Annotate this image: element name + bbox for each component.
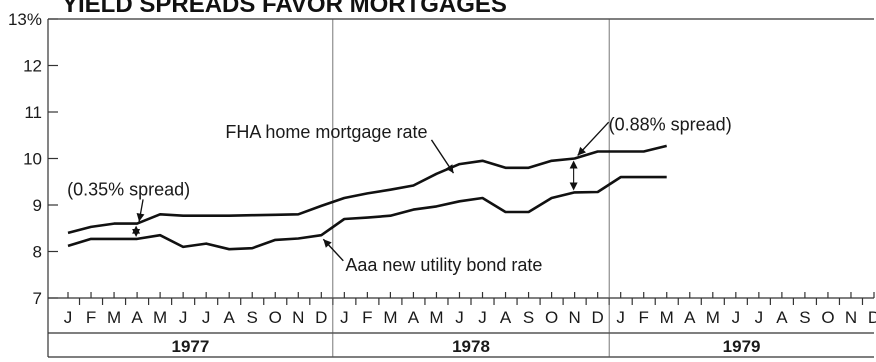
y-tick-label: 13% (8, 10, 42, 29)
month-label: S (247, 308, 258, 327)
month-label: J (202, 308, 211, 327)
month-label: M (153, 308, 167, 327)
arrowhead-aaa-utility-rate (323, 239, 332, 248)
month-label: A (684, 308, 696, 327)
y-tick-label: 11 (24, 103, 42, 122)
month-label: M (107, 308, 121, 327)
month-label: J (179, 308, 188, 327)
label-fha-mortgage-rate: FHA home mortgage rate (225, 122, 427, 142)
month-label: A (408, 308, 420, 327)
year-label: 1977 (172, 337, 210, 356)
y-tick-label: 12 (23, 57, 42, 76)
month-label: A (500, 308, 512, 327)
year-label: 1978 (452, 337, 490, 356)
series-aaa-utility-line (67, 175, 667, 251)
month-label: D (868, 308, 876, 327)
month-label: M (660, 308, 674, 327)
month-label: J (64, 308, 73, 327)
arrowhead-spread-1977 (136, 213, 145, 222)
month-label: A (224, 308, 236, 327)
series-fha-mortgage-line (67, 144, 668, 235)
month-label: N (845, 308, 857, 327)
y-tick-label: 8 (33, 243, 42, 262)
month-label: S (523, 308, 534, 327)
month-label: J (478, 308, 487, 327)
month-label: N (568, 308, 580, 327)
month-label: M (706, 308, 720, 327)
spread-arrowhead-down (569, 182, 578, 191)
spread-arrowhead-down (132, 228, 141, 237)
month-label: F (639, 308, 649, 327)
arrowhead-spread-1978 (577, 146, 587, 156)
month-label: F (362, 308, 372, 327)
y-tick-label: 9 (33, 196, 42, 215)
month-label: J (616, 308, 625, 327)
series-layer (67, 144, 668, 251)
month-label: F (86, 308, 96, 327)
month-label: M (429, 308, 443, 327)
y-tick-label: 10 (23, 150, 42, 169)
month-label: J (455, 308, 464, 327)
month-label: J (340, 308, 349, 327)
label-spread-1977: (0.35% spread) (67, 180, 190, 200)
month-label: O (545, 308, 558, 327)
month-label: J (755, 308, 764, 327)
month-label: O (821, 308, 834, 327)
annotations-layer: FHA home mortgage rate Aaa new utility bo… (67, 115, 732, 276)
label-aaa-utility-rate: Aaa new utility bond rate (345, 255, 542, 275)
label-spread-1978: (0.88% spread) (609, 115, 732, 135)
chart-title: YIELD SPREADS FAVOR MORTGAGES (62, 0, 507, 18)
month-label: A (776, 308, 788, 327)
arrowhead-fha-mortgage-rate (445, 164, 454, 174)
month-label: D (592, 308, 604, 327)
month-label: D (315, 308, 327, 327)
month-label: O (269, 308, 282, 327)
y-tick-label: 7 (33, 289, 42, 308)
spread-arrowhead-up (569, 160, 578, 169)
month-label: J (732, 308, 741, 327)
month-label: S (799, 308, 810, 327)
month-label: N (292, 308, 304, 327)
month-label: A (131, 308, 143, 327)
month-label: M (383, 308, 397, 327)
year-label: 1979 (723, 337, 761, 356)
